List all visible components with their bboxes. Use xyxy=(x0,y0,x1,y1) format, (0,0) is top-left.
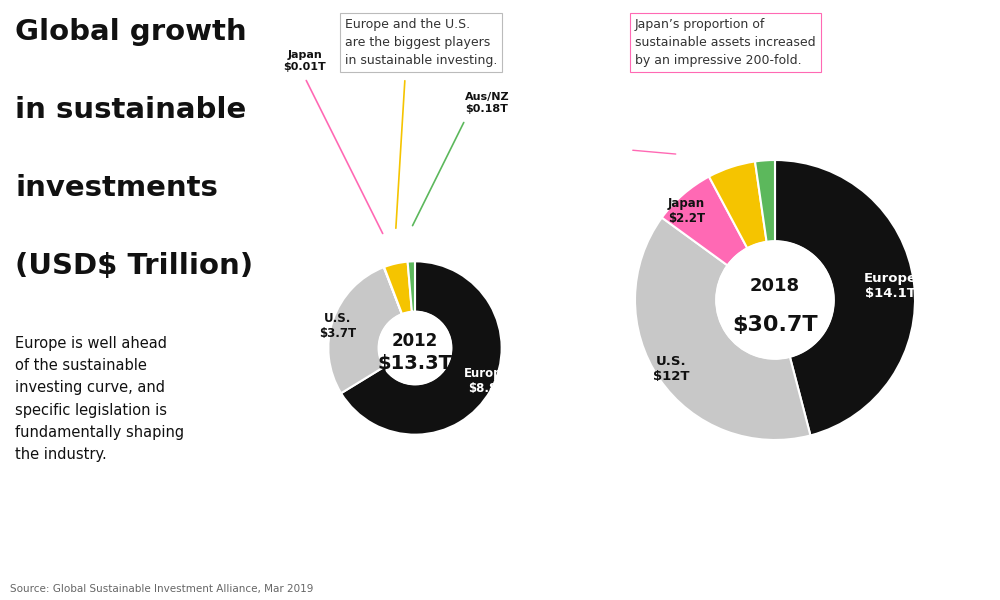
Text: investments: investments xyxy=(15,174,218,202)
Text: 2012: 2012 xyxy=(392,332,438,350)
Text: U.S.
$12T: U.S. $12T xyxy=(653,355,689,383)
Wedge shape xyxy=(662,176,747,265)
Text: Japan
$2.2T: Japan $2.2T xyxy=(668,197,705,224)
Text: U.S.
$3.7T: U.S. $3.7T xyxy=(319,313,357,340)
Text: Europe is well ahead
of the sustainable
investing curve, and
specific legislatio: Europe is well ahead of the sustainable … xyxy=(15,336,184,462)
Circle shape xyxy=(379,311,451,385)
Wedge shape xyxy=(328,267,402,393)
Text: Europe
$14.1T: Europe $14.1T xyxy=(864,272,917,300)
Text: Japan’s proportion of
sustainable assets increased
by an impressive 200-fold.: Japan’s proportion of sustainable assets… xyxy=(635,18,816,67)
Wedge shape xyxy=(384,262,412,314)
Text: Aus/NZ
$0.18T: Aus/NZ $0.18T xyxy=(465,92,510,114)
Text: 2018: 2018 xyxy=(750,277,800,295)
Text: (USD$ Trillion): (USD$ Trillion) xyxy=(15,252,253,280)
Text: Japan
$0.01T: Japan $0.01T xyxy=(284,50,326,72)
Wedge shape xyxy=(408,262,415,312)
Wedge shape xyxy=(709,161,767,248)
Circle shape xyxy=(716,241,834,359)
Text: Canada
$1.7T: Canada $1.7T xyxy=(645,50,691,72)
Wedge shape xyxy=(775,160,915,436)
Text: $30.7T: $30.7T xyxy=(732,315,818,335)
Text: Source: Global Sustainable Investment Alliance, Mar 2019: Source: Global Sustainable Investment Al… xyxy=(10,584,313,594)
Wedge shape xyxy=(755,160,775,242)
Text: Europe and the U.S.
are the biggest players
in sustainable investing.: Europe and the U.S. are the biggest play… xyxy=(345,18,497,67)
Text: in sustainable: in sustainable xyxy=(15,96,246,124)
Text: $13.3T: $13.3T xyxy=(377,354,452,373)
Wedge shape xyxy=(341,262,502,434)
Wedge shape xyxy=(384,267,402,314)
Text: Europe
$8.8T: Europe $8.8T xyxy=(464,367,510,395)
Text: Global growth: Global growth xyxy=(15,18,247,46)
Wedge shape xyxy=(635,218,810,440)
Text: Canada
$0.59T: Canada $0.59T xyxy=(382,50,428,72)
Text: Aus/NZ
$0.7T: Aus/NZ $0.7T xyxy=(733,50,777,72)
